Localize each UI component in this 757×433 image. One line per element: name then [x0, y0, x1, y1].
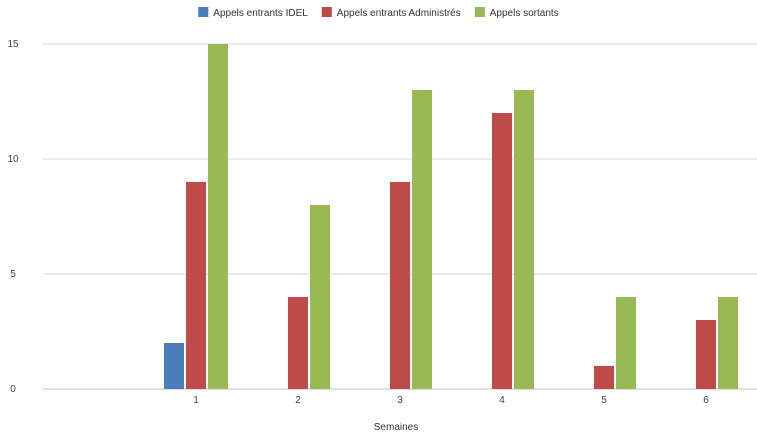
bar-appels-entrants-administr-s-week-4 — [492, 113, 512, 389]
y-tick-label: 15 — [7, 39, 19, 50]
axes: 0 5 10 15 1 2 3 4 5 6 — [7, 39, 709, 406]
x-tick-label: 2 — [295, 395, 301, 406]
legend-swatch — [474, 7, 485, 17]
bar-appels-entrants-administr-s-week-2 — [288, 297, 308, 389]
legend-label: Appels entrants Administrés — [337, 8, 461, 19]
bar-appels-entrants-administr-s-week-1 — [186, 182, 206, 389]
legend-swatch — [198, 7, 209, 17]
bars — [164, 44, 738, 389]
bar-appels-sortants-week-3 — [412, 90, 432, 389]
legend-swatch — [321, 7, 332, 17]
legend: Appels entrants IDEL Appels entrants Admi… — [198, 7, 559, 19]
bar-appels-sortants-week-6 — [718, 297, 738, 389]
x-tick-label: 3 — [397, 395, 403, 406]
legend-label: Appels entrants IDEL — [213, 8, 308, 19]
bar-appels-entrants-idel-week-1 — [164, 343, 184, 389]
legend-label: Appels sortants — [490, 8, 559, 19]
y-tick-label: 0 — [10, 384, 16, 395]
y-tick-label: 5 — [10, 269, 16, 280]
x-tick-label: 4 — [499, 395, 505, 406]
y-tick-label: 10 — [7, 154, 19, 165]
x-axis-title: Semaines — [374, 422, 418, 433]
bar-appels-entrants-administr-s-week-3 — [390, 182, 410, 389]
bar-appels-sortants-week-1 — [208, 44, 228, 389]
bar-appels-entrants-administr-s-week-6 — [696, 320, 716, 389]
x-tick-label: 6 — [703, 395, 709, 406]
bar-appels-sortants-week-4 — [514, 90, 534, 389]
bar-appels-entrants-administr-s-week-5 — [594, 366, 614, 389]
x-tick-label: 1 — [193, 395, 199, 406]
x-tick-label: 5 — [601, 395, 607, 406]
bar-appels-sortants-week-2 — [310, 205, 330, 389]
bar-appels-sortants-week-5 — [616, 297, 636, 389]
